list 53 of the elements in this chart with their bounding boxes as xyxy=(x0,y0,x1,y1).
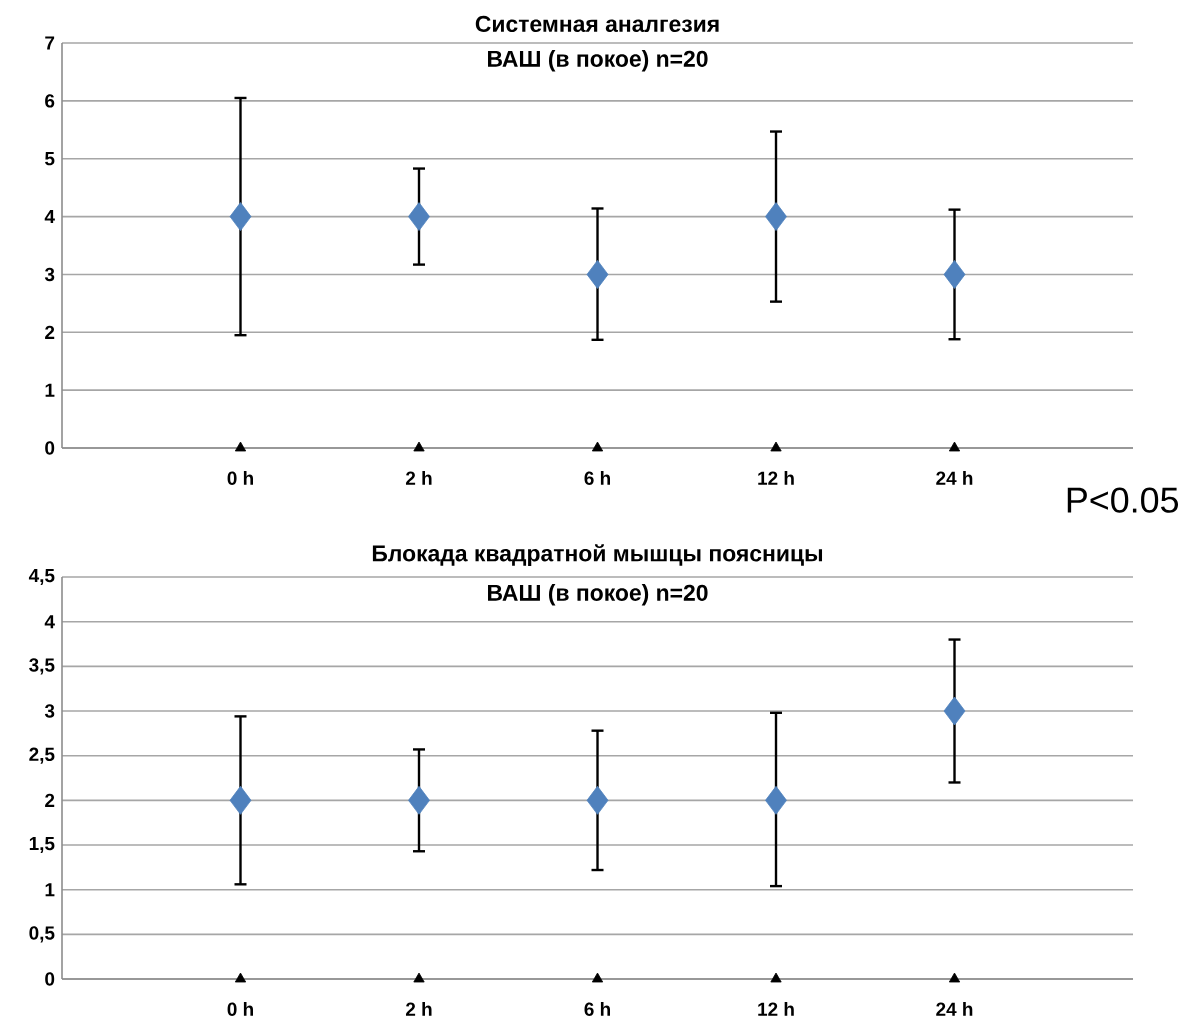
point xyxy=(770,441,782,452)
x-tick-label: 24 h xyxy=(936,471,973,485)
point xyxy=(234,972,247,983)
y-tick-label: 2 xyxy=(45,325,55,339)
point xyxy=(591,441,604,452)
y-tick-label: 1,5 xyxy=(29,837,55,853)
point xyxy=(948,441,961,452)
x-tick-label: 2 h xyxy=(405,1002,432,1016)
y-tick-label: 3 xyxy=(44,704,55,718)
point xyxy=(408,785,430,815)
y-tick-label: 2,5 xyxy=(29,747,55,764)
y-tick-label: 7 xyxy=(45,36,55,50)
y-tick-label: 5 xyxy=(45,152,55,166)
point xyxy=(586,260,609,289)
y-tick-label: 4 xyxy=(44,615,55,629)
y-tick-label: 0 xyxy=(45,972,55,986)
point xyxy=(591,972,604,983)
point xyxy=(229,202,252,231)
chart-title: Блокада квадратной мышцы поясницы xyxy=(372,544,823,567)
x-tick-label: 0 h xyxy=(227,1002,253,1016)
point xyxy=(943,696,966,726)
y-tick-label: 3,5 xyxy=(29,658,55,675)
x-tick-label: 24 h xyxy=(936,1002,973,1016)
y-tick-label: 4 xyxy=(44,210,55,224)
x-tick-label: 0 h xyxy=(227,471,253,485)
x-tick-label: 12 h xyxy=(758,1002,794,1016)
chart-subtitle: ВАШ (в покое) n=20 xyxy=(488,50,708,72)
chart-subtitle: ВАШ (в покое) n=20 xyxy=(488,584,708,606)
x-tick-label: 6 h xyxy=(584,471,610,485)
point xyxy=(408,202,430,231)
point xyxy=(413,972,425,983)
y-tick-label: 6 xyxy=(45,94,55,108)
y-tick-label: 4,5 xyxy=(28,569,55,585)
y-tick-label: 0,5 xyxy=(29,926,55,943)
point xyxy=(413,441,425,452)
point xyxy=(765,785,787,815)
point xyxy=(943,260,966,289)
point xyxy=(234,441,247,452)
y-tick-label: 3 xyxy=(44,267,55,282)
point xyxy=(229,785,252,815)
chart-title: Системная аналгезия xyxy=(475,15,719,33)
y-tick-label: 1 xyxy=(45,383,55,397)
y-tick-label: 2 xyxy=(45,793,55,807)
point xyxy=(948,972,961,983)
point xyxy=(586,785,609,815)
x-tick-label: 6 h xyxy=(584,1002,610,1016)
x-tick-label: 2 h xyxy=(405,471,432,485)
point xyxy=(770,972,782,983)
x-tick-label: 12 h xyxy=(758,471,794,485)
y-tick-label: 1 xyxy=(45,883,55,897)
y-tick-label: 0 xyxy=(45,441,55,455)
text: P<0.05 xyxy=(1067,487,1179,513)
point xyxy=(765,202,787,231)
